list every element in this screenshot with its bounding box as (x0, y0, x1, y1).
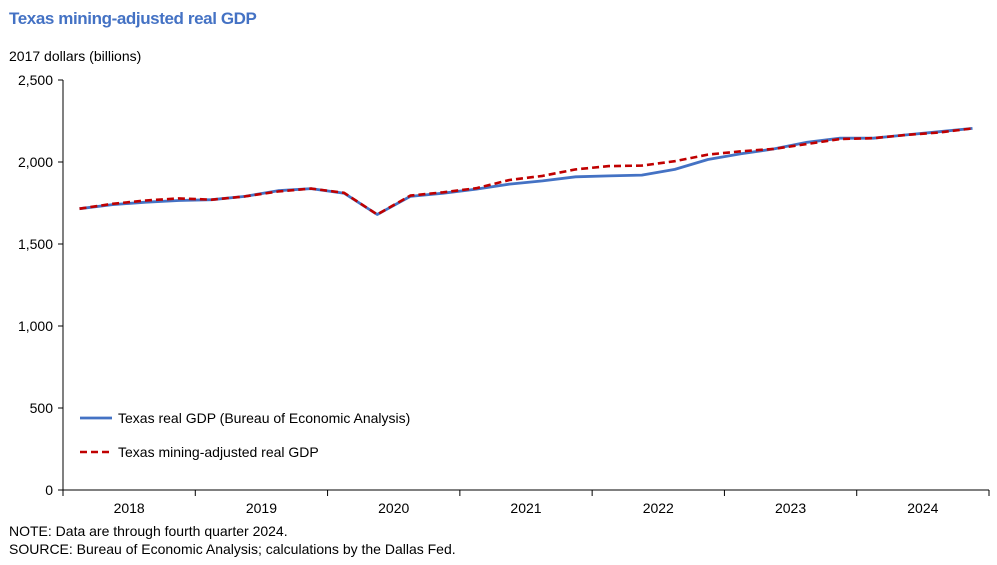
x-tick-label: 2022 (643, 500, 674, 516)
x-tick-label: 2023 (775, 500, 806, 516)
legend-label: Texas mining-adjusted real GDP (118, 444, 319, 460)
chart-axes (58, 79, 990, 496)
note-text: NOTE: Data are through fourth quarter 20… (9, 523, 288, 539)
x-tick-label: 2019 (246, 500, 277, 516)
y-tick-label: 2,000 (18, 154, 53, 170)
y-axis-label: 2017 dollars (billions) (9, 48, 142, 64)
legend-label: Texas real GDP (Bureau of Economic Analy… (118, 410, 410, 426)
series-line-texas-real-gdp (79, 127, 973, 216)
chart-notes: NOTE: Data are through fourth quarter 20… (9, 522, 456, 558)
x-tick-label: 2024 (907, 500, 938, 516)
x-tick-label: 2021 (510, 500, 541, 516)
chart-title: Texas mining-adjusted real GDP (9, 9, 257, 28)
source-text: SOURCE: Bureau of Economic Analysis; cal… (9, 541, 456, 557)
tick-labels: 0 500 1,000 1,500 2,000 2,500 2018 2019 2020 2021… (18, 72, 939, 516)
chart-legend: Texas real GDP (Bureau of Economic Analy… (80, 410, 410, 460)
series-lines (79, 127, 973, 216)
y-tick-label: 1,500 (18, 236, 53, 252)
y-tick-label: 1,000 (18, 318, 53, 334)
y-tick-label: 2,500 (18, 72, 53, 88)
y-tick-label: 0 (45, 482, 53, 498)
x-tick-label: 2018 (114, 500, 145, 516)
y-tick-label: 500 (30, 400, 54, 416)
series-line-mining-adjusted-gdp (79, 127, 973, 216)
x-tick-label: 2020 (378, 500, 409, 516)
